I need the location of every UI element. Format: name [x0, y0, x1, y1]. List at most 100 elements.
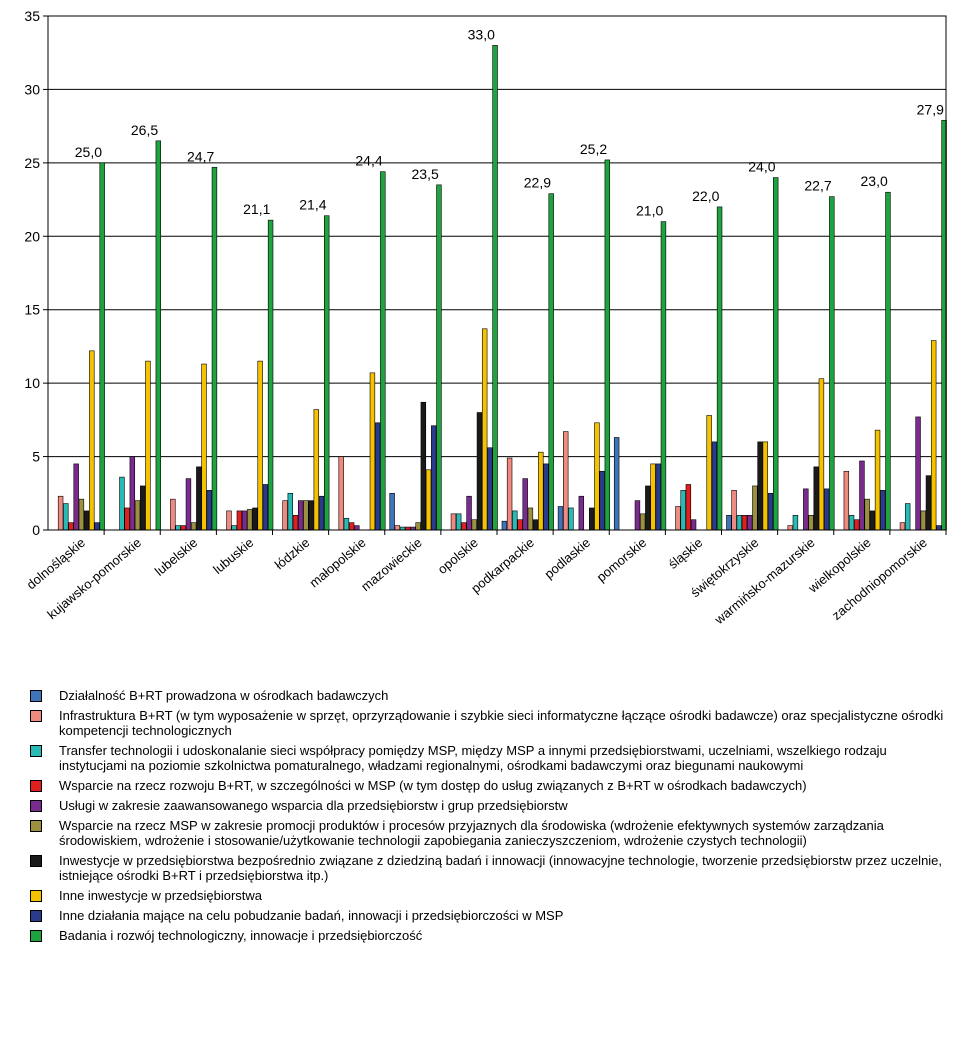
- bar: [282, 500, 288, 531]
- bar: [527, 507, 534, 531]
- x-tick-label: kujawsko-pomorskie: [44, 535, 144, 622]
- y-tick-label: 15: [24, 302, 40, 318]
- bar: [323, 215, 330, 531]
- legend-item: Transfer technologii i udoskonalanie sie…: [30, 743, 955, 773]
- legend: Działalność B+RT prowadzona w ośrodkach …: [30, 688, 955, 948]
- legend-swatch: [30, 690, 42, 702]
- legend-label: Usługi w zakresie zaawansowanego wsparci…: [59, 798, 568, 813]
- legend-item: Inne inwestycje w przedsiębiorstwa: [30, 888, 955, 903]
- data-label: 24,0: [748, 159, 775, 175]
- bar: [548, 193, 554, 531]
- bars: [57, 45, 947, 531]
- data-label: 25,0: [75, 144, 102, 160]
- legend-label: Badania i rozwój technologiczny, innowac…: [59, 928, 423, 943]
- data-label: 24,4: [355, 153, 382, 169]
- legend-swatch: [30, 890, 42, 902]
- bar: [487, 447, 493, 531]
- y-tick-label: 5: [32, 449, 40, 465]
- bar: [880, 490, 886, 531]
- bar: [374, 422, 381, 531]
- bar: [313, 409, 319, 531]
- data-label: 27,9: [917, 101, 944, 117]
- bar: [180, 525, 186, 531]
- legend-item: Inwestycje w przedsiębiorstwa bezpośredn…: [30, 853, 955, 883]
- bar: [318, 495, 325, 531]
- bar: [823, 488, 830, 531]
- legend-swatch: [30, 910, 42, 922]
- legend-item: Infrastruktura B+RT (w tym wyposażenie w…: [30, 708, 955, 738]
- data-labels: 25,0 26,5 24,7 21,1 21,4 24,4 23,5 33,0 22,9 25,2…: [75, 26, 944, 218]
- bar: [808, 515, 814, 531]
- bar: [206, 490, 212, 531]
- bar: [543, 463, 549, 531]
- bar: [389, 492, 395, 531]
- bar: [247, 509, 253, 531]
- bar: [415, 522, 421, 531]
- bar: [843, 470, 850, 531]
- bar: [685, 484, 692, 531]
- legend-swatch: [30, 710, 42, 722]
- bar: [297, 500, 304, 531]
- bar: [859, 460, 865, 531]
- bar: [925, 475, 932, 531]
- bar: [466, 495, 472, 531]
- bar: [772, 177, 779, 531]
- bar: [675, 506, 681, 531]
- bar: [431, 425, 437, 531]
- bar: [354, 525, 360, 531]
- bar: [83, 510, 90, 531]
- bar: [262, 484, 269, 531]
- legend-item: Usługi w zakresie zaawansowanego wsparci…: [30, 798, 955, 813]
- bar: [634, 500, 641, 531]
- bar: [803, 488, 809, 531]
- bar: [538, 451, 544, 531]
- bar: [134, 500, 141, 531]
- data-label: 21,4: [299, 197, 326, 213]
- bar: [680, 490, 686, 531]
- bar: [767, 492, 774, 531]
- data-label: 22,7: [804, 178, 831, 194]
- legend-item: Wsparcie na rzecz MSP w zakresie promocj…: [30, 818, 955, 848]
- bar: [563, 431, 569, 531]
- x-tick-label: pomorskie: [594, 535, 650, 585]
- data-label: 33,0: [468, 26, 495, 42]
- bar: [512, 510, 518, 531]
- bar: [68, 522, 74, 531]
- legend-item: Działalność B+RT prowadzona w ośrodkach …: [30, 688, 955, 703]
- y-tick-label: 20: [24, 228, 40, 244]
- bar: [369, 372, 376, 531]
- x-tick-label: opolskie: [435, 535, 481, 577]
- bar: [904, 503, 911, 531]
- legend-label: Wsparcie na rzecz rozwoju B+RT, w szczeg…: [59, 778, 807, 793]
- legend-label: Wsparcie na rzecz MSP w zakresie promocj…: [59, 818, 884, 848]
- bar: [89, 350, 95, 531]
- bar: [864, 498, 870, 531]
- y-tick-label: 25: [24, 155, 40, 171]
- data-label: 26,5: [131, 122, 158, 138]
- legend-label: Działalność B+RT prowadzona w ośrodkach …: [59, 688, 389, 703]
- bar: [145, 360, 151, 531]
- data-label: 21,1: [243, 201, 270, 217]
- bar: [613, 437, 620, 531]
- bar: [522, 478, 528, 531]
- bar: [170, 498, 176, 531]
- plot-frame: [47, 15, 947, 531]
- bar: [594, 422, 600, 531]
- bar: [236, 510, 243, 531]
- bar: [185, 478, 192, 531]
- bar: [885, 191, 891, 531]
- bar: [140, 485, 146, 531]
- bar: [231, 525, 237, 531]
- bar: [568, 507, 574, 531]
- y-tick-label: 35: [24, 8, 40, 24]
- bar: [557, 506, 564, 531]
- bar: [119, 476, 125, 531]
- bar: [854, 519, 860, 531]
- x-tick-label: zachodniopomorskie: [829, 535, 930, 623]
- legend-swatch: [30, 855, 42, 867]
- legend-item: Wsparcie na rzecz rozwoju B+RT, w szczeg…: [30, 778, 955, 793]
- y-tick-label: 30: [24, 81, 40, 97]
- bar: [787, 525, 793, 531]
- bar: [461, 522, 467, 531]
- legend-label: Infrastruktura B+RT (w tym wyposażenie w…: [59, 708, 944, 738]
